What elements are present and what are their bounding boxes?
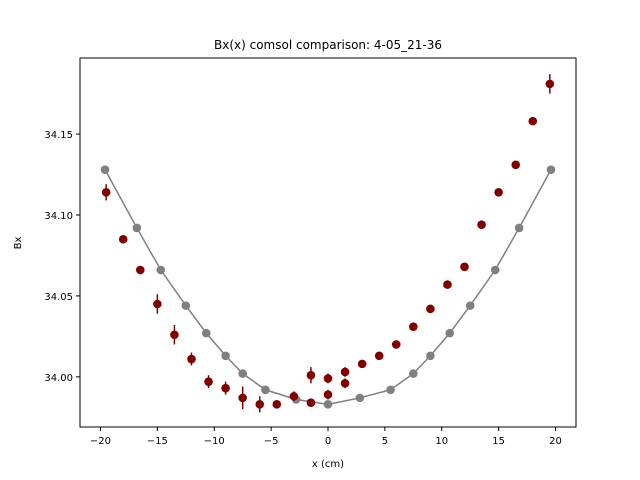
measured-point [238, 393, 247, 403]
measured-point [306, 370, 316, 380]
measured-point [187, 354, 196, 364]
comsol-point [261, 385, 270, 395]
measured-point [289, 391, 299, 401]
comsol-point [238, 369, 247, 378]
measured-point [340, 367, 350, 377]
comsol-point [445, 328, 455, 338]
chart-title: Bx(x) comsol comparison: 4-05_21-36 [214, 38, 442, 52]
measured-point [511, 160, 521, 170]
x-tick-label: 10 [435, 436, 448, 447]
y-tick-label: 34.15 [44, 130, 73, 141]
measured-point [374, 351, 384, 361]
measured-point [306, 398, 316, 408]
x-tick-label: 20 [549, 436, 562, 447]
comsol-point [156, 265, 166, 275]
measured-point [391, 340, 401, 349]
measured-point [443, 280, 452, 289]
measured-point [101, 188, 111, 197]
comsol-point [181, 301, 191, 310]
measured-point [323, 374, 333, 383]
measured-point [255, 400, 265, 409]
measured-point [409, 322, 418, 331]
x-axis-label: x (cm) [312, 459, 344, 470]
measured-point [477, 220, 486, 229]
measured-point [528, 116, 538, 126]
measured-point [221, 383, 230, 393]
measured-point [460, 262, 469, 272]
x-tick-label: −15 [147, 436, 168, 447]
comsol-point [409, 369, 418, 378]
comsol-point [323, 400, 333, 409]
measured-point [323, 390, 333, 399]
comsol-point [426, 351, 435, 361]
comsol-point [546, 165, 556, 174]
measured-point [357, 359, 367, 369]
measured-point [272, 400, 282, 409]
measured-point [153, 299, 162, 309]
comsol-point [201, 328, 211, 338]
y-axis-label: Bx [13, 237, 24, 250]
x-tick-label: 0 [325, 436, 331, 447]
x-tick-label: −20 [90, 436, 111, 447]
measured-point [118, 234, 128, 244]
y-tick-label: 34.00 [44, 373, 73, 384]
measured-point [340, 379, 350, 388]
x-tick-label: 5 [382, 436, 388, 447]
comsol-point [221, 351, 230, 361]
comsol-point [490, 265, 500, 275]
comsol-point [100, 165, 110, 174]
measured-point [545, 79, 555, 89]
y-tick-label: 34.05 [44, 292, 73, 303]
measured-point [494, 188, 503, 197]
y-tick-label: 34.10 [44, 211, 73, 222]
comsol-point [132, 223, 142, 233]
comsol-point [514, 223, 524, 233]
plot-area [100, 74, 556, 413]
measured-point [426, 304, 435, 314]
comsol-point [386, 385, 395, 395]
y-axis: 34.00 34.05 34.10 34.15 [44, 130, 80, 384]
measured-point [204, 377, 213, 386]
measured-point [135, 265, 145, 275]
x-axis: −20 −15 −10 −5 0 5 10 15 20 [90, 427, 562, 447]
comsol-point [355, 393, 365, 403]
comsol-point [465, 301, 475, 310]
x-tick-label: 15 [492, 436, 505, 447]
x-tick-label: −5 [264, 436, 279, 447]
x-tick-label: −10 [204, 436, 225, 447]
measured-point [170, 330, 179, 340]
